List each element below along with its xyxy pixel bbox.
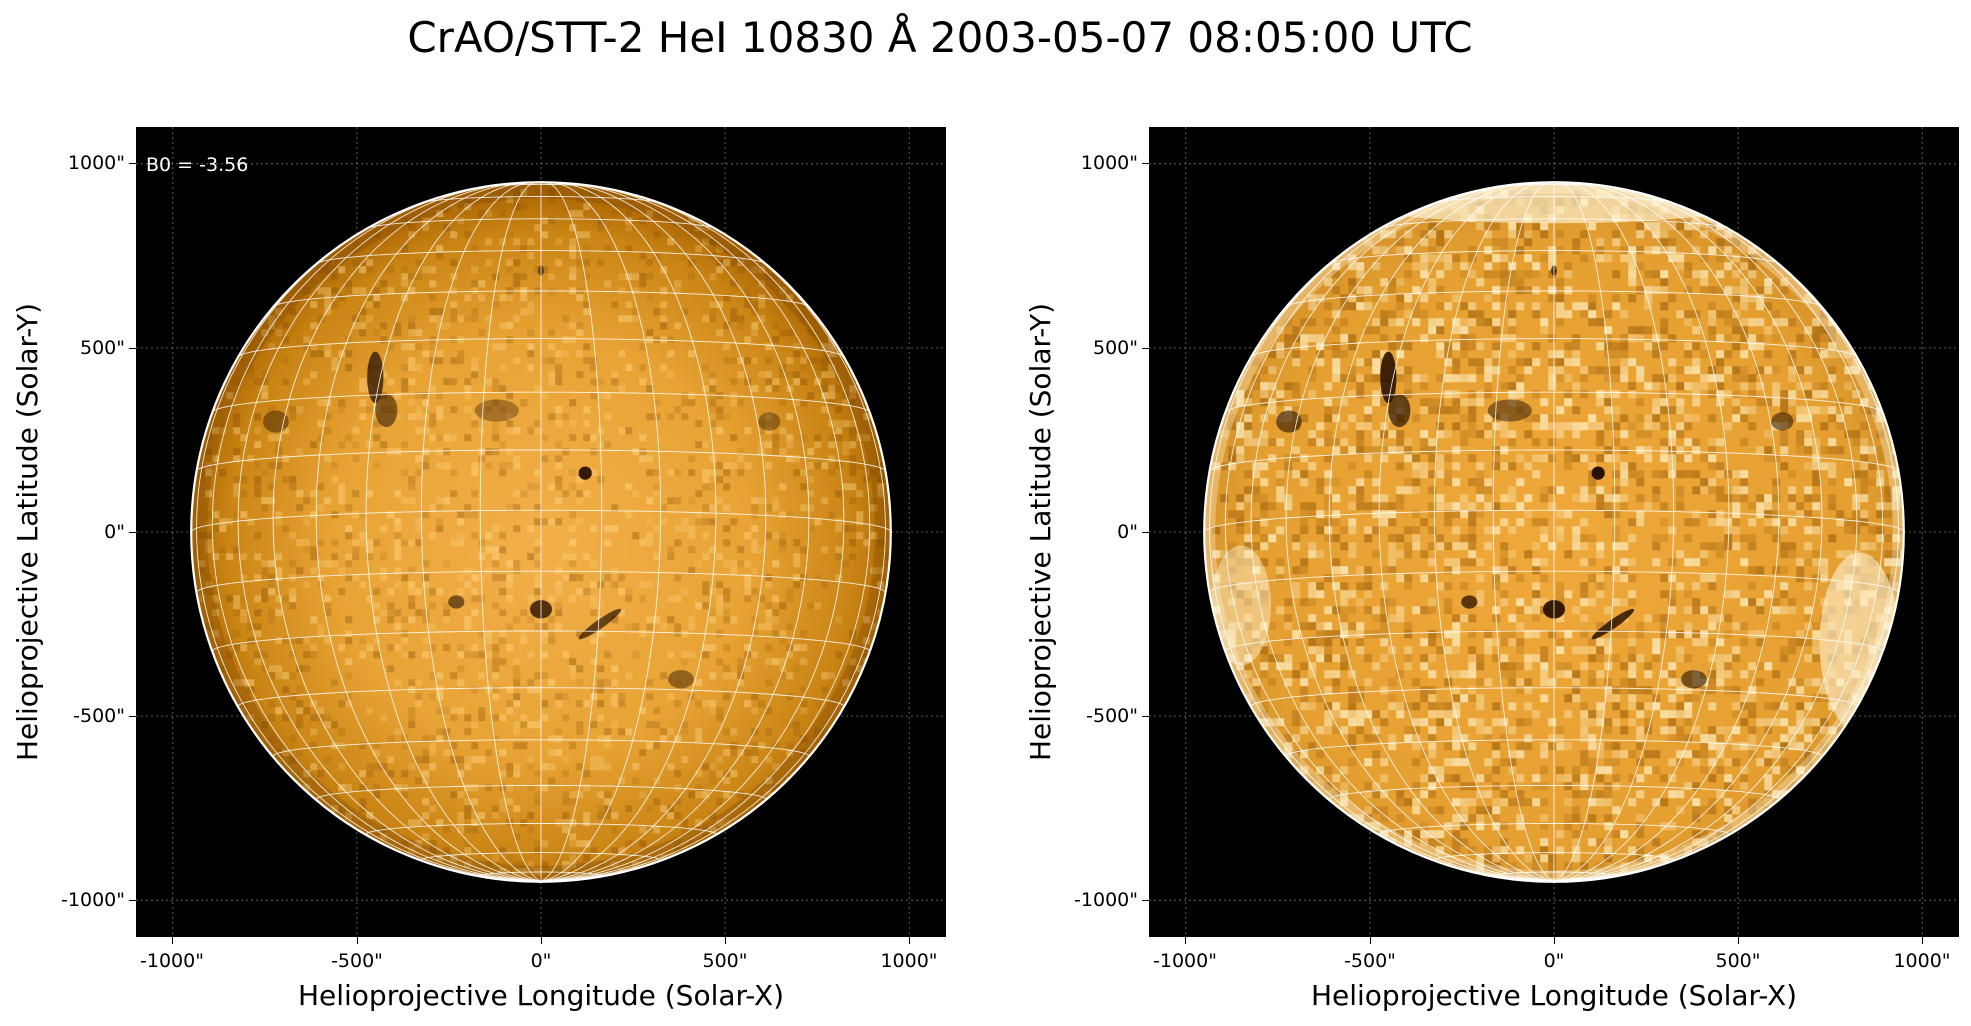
x-tick-label: -1000"	[1153, 950, 1217, 972]
x-tick-mark	[1370, 937, 1371, 944]
y-tick-label: 0"	[104, 521, 125, 543]
y-tick-label: -1000"	[61, 889, 125, 911]
x-tick-mark	[725, 937, 726, 944]
x-tick-mark	[541, 937, 542, 944]
solar-image-axes	[1149, 127, 1959, 937]
solar-disk-image-enhanced	[1149, 127, 1959, 937]
x-tick-label: 0"	[530, 950, 552, 972]
x-tick-label: 500"	[1715, 950, 1761, 972]
x-tick-label: -1000"	[140, 950, 204, 972]
b0-annotation: B0 = -3.56	[146, 154, 249, 176]
y-tick-mark	[129, 348, 136, 349]
solar-disk-image	[136, 127, 946, 937]
y-tick-mark	[129, 163, 136, 164]
x-tick-mark	[357, 937, 358, 944]
y-tick-label: -500"	[73, 705, 125, 727]
x-tick-mark	[1922, 937, 1923, 944]
y-tick-mark	[1142, 348, 1149, 349]
y-axis-label: Helioprojective Latitude (Solar-Y)	[1024, 302, 1057, 762]
x-tick-label: 1000"	[880, 950, 938, 972]
x-tick-mark	[1554, 937, 1555, 944]
y-tick-mark	[129, 716, 136, 717]
x-axis-label: Helioprojective Longitude (Solar-X)	[297, 979, 785, 1012]
x-tick-mark	[1185, 937, 1186, 944]
x-tick-label: -500"	[331, 950, 383, 972]
y-tick-label: 1000"	[67, 152, 125, 174]
y-tick-label: 1000"	[1080, 152, 1138, 174]
y-tick-label: -1000"	[1074, 889, 1138, 911]
x-tick-mark	[172, 937, 173, 944]
x-tick-mark	[1738, 937, 1739, 944]
x-axis-label: Helioprojective Longitude (Solar-X)	[1310, 979, 1798, 1012]
x-tick-label: -500"	[1344, 950, 1396, 972]
y-tick-mark	[1142, 716, 1149, 717]
y-tick-label: -500"	[1086, 705, 1138, 727]
left-panel: Helioprojective Latitude (Solar-Y) 1000"…	[0, 0, 985, 1026]
x-tick-label: 1000"	[1893, 950, 1951, 972]
x-tick-label: 500"	[702, 950, 748, 972]
x-tick-mark	[909, 937, 910, 944]
y-tick-label: 500"	[79, 337, 125, 359]
figure-title: CrAO/STT-2 HeI 10830 Å 2003-05-07 08:05:…	[407, 13, 1473, 62]
y-axis-label: Helioprojective Latitude (Solar-Y)	[11, 302, 44, 762]
solar-image-axes: B0 = -3.56	[136, 127, 946, 937]
x-tick-label: 0"	[1543, 950, 1565, 972]
y-tick-label: 500"	[1092, 337, 1138, 359]
y-tick-mark	[1142, 532, 1149, 533]
y-tick-label: 0"	[1117, 521, 1138, 543]
y-tick-mark	[1142, 163, 1149, 164]
y-tick-mark	[1142, 900, 1149, 901]
y-tick-mark	[129, 532, 136, 533]
y-tick-mark	[129, 900, 136, 901]
right-panel: Helioprojective Latitude (Solar-Y) 1000"…	[1013, 0, 1971, 1026]
